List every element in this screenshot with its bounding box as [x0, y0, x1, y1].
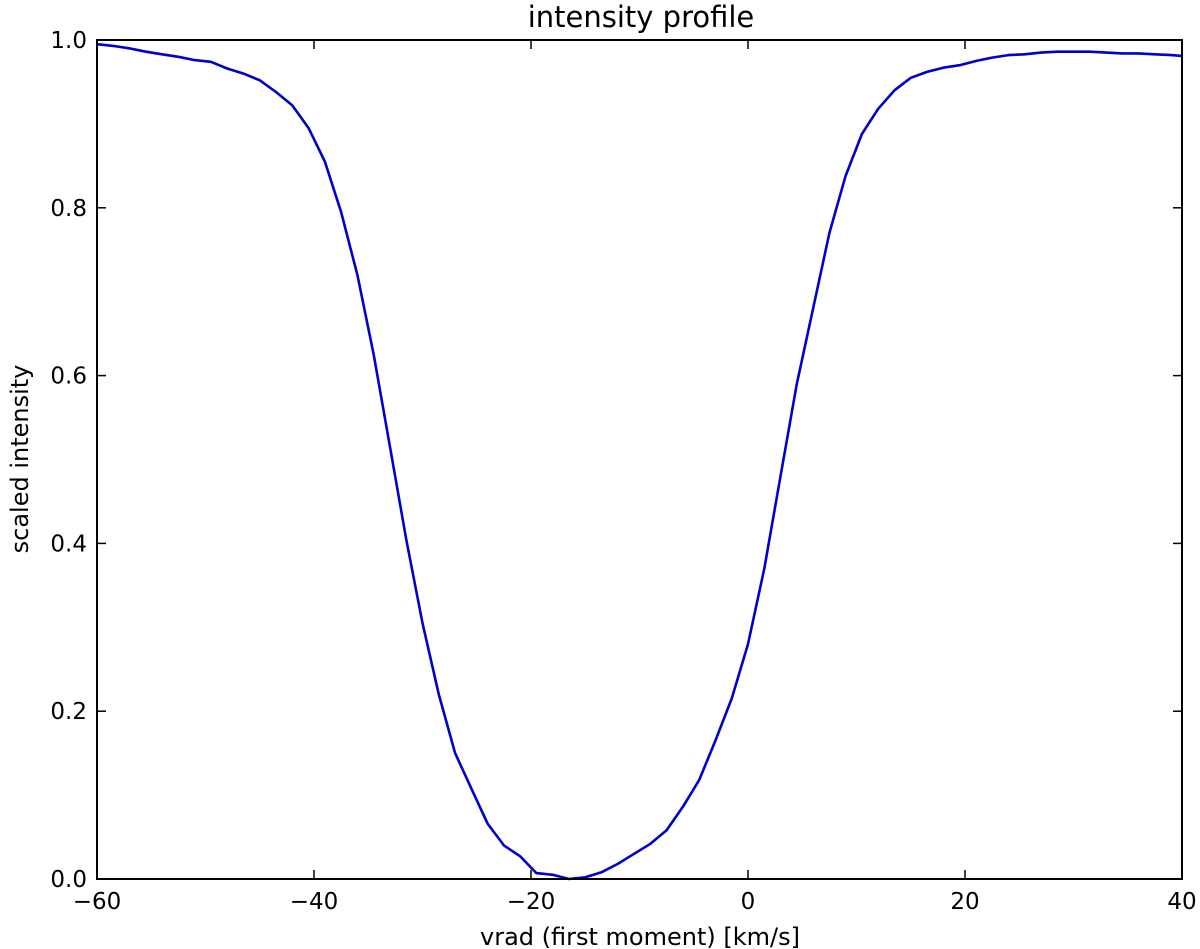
x-axis-label: vrad (first moment) [km/s]: [480, 923, 800, 949]
plot-area: [96, 42, 1183, 881]
y-tick-label: 0.0: [50, 867, 87, 893]
y-tick-label: 1.0: [50, 28, 87, 54]
x-tick-label: 20: [950, 889, 979, 915]
y-tick-label: 0.6: [50, 364, 87, 390]
y-tick-label: 0.4: [50, 531, 87, 557]
y-tick-label: 0.8: [50, 196, 87, 222]
axes-frame: [96, 39, 1183, 880]
y-axis-label: scaled intensity: [6, 365, 34, 554]
x-tick-label: 0: [741, 889, 756, 915]
x-tick-label: −20: [507, 889, 556, 915]
series-line-0: [96, 42, 1183, 881]
x-tick-label: 40: [1167, 889, 1196, 915]
y-axis-ticks: 0.0 0.2 0.4 0.6 0.8 1.0: [50, 28, 1182, 893]
chart-title: intensity profile: [528, 0, 755, 34]
y-tick-label: 0.2: [50, 699, 87, 725]
x-axis-ticks: −60 −40 −20 0 20 40: [73, 40, 1197, 915]
x-tick-label: −40: [290, 889, 339, 915]
x-tick-label: −60: [73, 889, 122, 915]
